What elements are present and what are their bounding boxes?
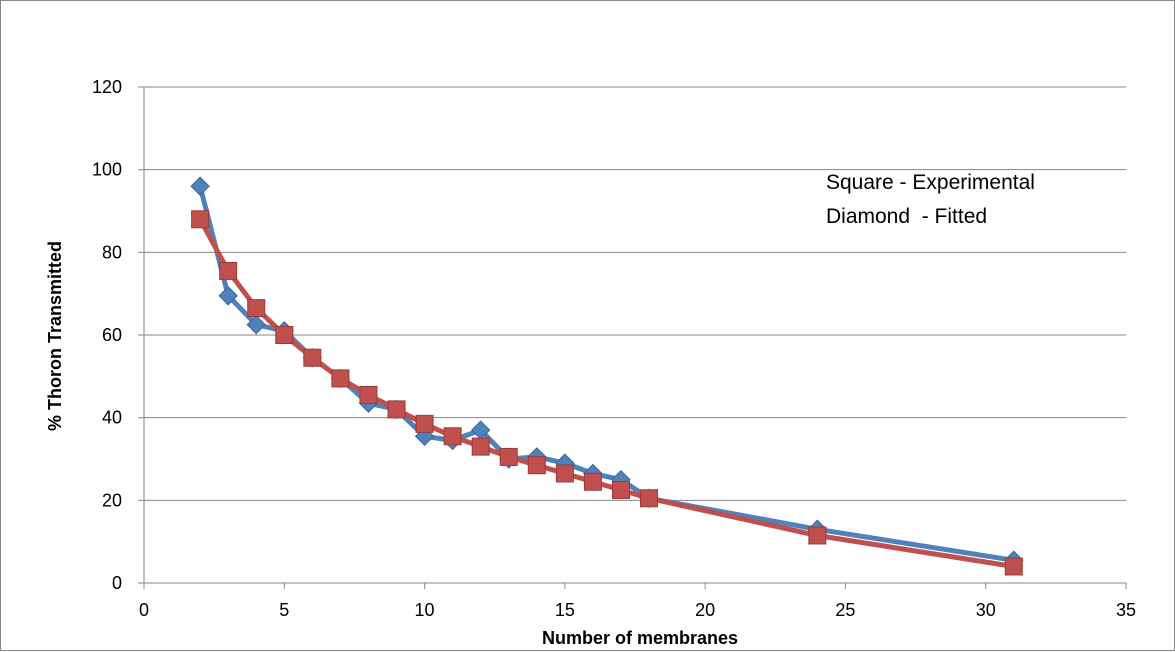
gridlines [144,86,1126,501]
series [190,176,1024,576]
data-point-square [808,526,827,545]
x-tick-label: 30 [976,600,996,620]
data-point-square [640,489,659,508]
data-point-square [555,464,574,483]
x-tick-label: 25 [835,600,855,620]
series-square [191,210,1023,576]
data-point-square [191,210,210,229]
series-diamond [190,176,1024,570]
data-point-diamond [190,176,210,196]
series-line [197,216,1017,569]
data-point-square [331,369,350,388]
data-point-square [1004,557,1023,576]
axes [138,86,1127,589]
data-point-square [359,385,378,404]
y-tick-label: 60 [102,325,122,345]
y-tick-label: 20 [102,490,122,510]
y-tick-label: 120 [92,77,122,97]
y-tick-label: 0 [112,573,122,593]
data-point-square [611,481,630,499]
data-point-square [387,400,406,419]
data-point-square [499,447,518,466]
y-tick-label: 100 [92,160,122,180]
x-axis-title: Number of membranes [542,628,738,648]
tick-labels: 0 20 40 60 80 100 120 0 5 10 15 20 25 30 35 [92,77,1136,620]
x-tick-label: 0 [139,600,149,620]
annotation-experimental: Square - Experimental [826,171,1035,194]
x-tick-label: 5 [279,600,289,620]
data-point-diamond [218,286,238,306]
y-tick-label: 40 [102,408,122,428]
x-tick-label: 20 [695,600,715,620]
x-tick-label: 10 [415,600,435,620]
data-point-square [583,472,602,491]
data-point-square [415,414,434,433]
data-point-diamond [246,314,266,335]
x-tick-label: 15 [555,600,575,620]
data-point-square [275,326,294,344]
annotation-fitted: Diamond - Fitted [826,205,987,228]
x-tick-label: 35 [1116,600,1136,620]
data-point-square [219,261,238,280]
data-point-square [303,348,322,367]
series-line [197,183,1017,563]
data-point-square [471,437,490,456]
data-point-square [527,456,546,475]
data-point-square [443,427,462,446]
data-point-square [247,299,266,318]
y-axis-title: % Thoron Transmitted [45,241,65,431]
y-tick-label: 80 [102,242,122,262]
